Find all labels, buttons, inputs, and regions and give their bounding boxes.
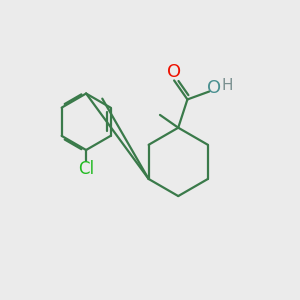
Text: H: H [221,78,233,93]
Text: Cl: Cl [78,160,94,178]
Text: O: O [167,63,181,81]
Text: O: O [208,79,222,97]
